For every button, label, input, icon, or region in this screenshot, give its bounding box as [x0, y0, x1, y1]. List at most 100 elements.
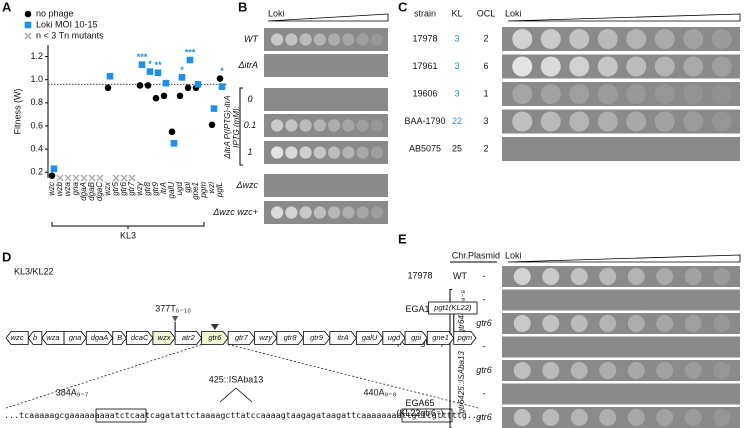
plaque-spot	[540, 84, 561, 104]
data-point	[162, 79, 170, 87]
group-bracket	[51, 222, 205, 229]
plaque-spot	[654, 111, 675, 132]
x-tick-label: dgaA	[79, 182, 88, 201]
plate-row	[502, 266, 740, 287]
plaque-spot	[540, 56, 561, 77]
y-tick-label: 1.0	[30, 74, 43, 84]
x-tick-label: wzb	[55, 181, 64, 196]
gene-arrow	[404, 331, 428, 345]
plaque-spot	[370, 206, 383, 219]
data-point	[170, 140, 178, 147]
plaque-spot	[627, 268, 645, 285]
plaque-spot	[542, 409, 560, 426]
plate-row	[502, 336, 740, 358]
plaque-spot	[370, 59, 383, 72]
table-cell: 1	[483, 88, 488, 98]
plaque-spot	[713, 362, 731, 379]
table-cell: 17961	[412, 61, 437, 71]
plaque-spot	[513, 268, 531, 285]
significance: *	[180, 65, 184, 75]
significance: ***	[137, 52, 148, 62]
plaque-spot	[542, 291, 560, 309]
plaque-spot	[271, 146, 284, 159]
plaque-spot	[626, 139, 647, 159]
plaque-spot	[356, 33, 369, 46]
plaque-spot	[656, 409, 674, 426]
plaque-spot	[285, 146, 298, 159]
plate-row	[502, 407, 740, 428]
plaque-spot	[654, 29, 675, 49]
plaque-spot	[684, 268, 702, 285]
strain-label: EGA65	[405, 398, 434, 408]
plasmid-label: -	[483, 388, 486, 398]
plaque-spot	[342, 93, 355, 106]
site-box	[95, 408, 147, 423]
x-tick-label: gna	[71, 181, 80, 195]
data-point	[128, 174, 136, 182]
plaque-spot	[356, 146, 369, 159]
table-cell: BAA-1790	[404, 116, 445, 126]
plaque-spot	[540, 29, 561, 49]
plaque-spot	[370, 119, 383, 132]
plaque-spot	[356, 59, 369, 72]
x-tick-label: dgaB	[87, 181, 96, 200]
data-point	[176, 92, 184, 100]
plaque-spot	[370, 93, 383, 106]
plaque-spot	[313, 59, 326, 72]
plaque-spot	[684, 385, 702, 403]
plaque-spot	[654, 139, 675, 159]
plaque-spot	[684, 315, 702, 332]
side-label: IPTG (mM):	[232, 106, 241, 148]
panel-label: E	[398, 231, 407, 246]
plaque-spot	[713, 291, 731, 309]
plaque-spot	[569, 56, 590, 77]
gene-arrow	[355, 331, 384, 345]
data-point	[72, 174, 80, 182]
row-label: 0.1	[244, 120, 257, 130]
data-point	[218, 83, 226, 90]
legend-swatch	[24, 21, 32, 29]
plaque-spot	[626, 84, 647, 104]
x-tick-label: itrA	[159, 182, 168, 194]
plaque-spot	[599, 315, 617, 332]
table-cell: 2	[483, 33, 488, 43]
plaque-spot	[711, 84, 732, 104]
row-label: Δwzc wzc+	[212, 207, 258, 217]
data-point	[144, 82, 152, 89]
plaque-spot	[599, 338, 617, 356]
plaque-spot	[713, 338, 731, 356]
plaque-spot	[713, 315, 731, 332]
plaque-spot	[299, 179, 312, 192]
plaque-spot	[711, 29, 732, 49]
plaque-spot	[328, 93, 341, 106]
plaque-spot	[711, 111, 732, 132]
gene-label: pgm	[457, 333, 473, 342]
y-tick-label: 0.8	[30, 97, 43, 107]
plaque-spot	[370, 179, 383, 192]
legend-swatch	[24, 10, 32, 18]
plaque-spot	[328, 206, 341, 219]
gene-label: gtr7	[235, 333, 249, 342]
x-tick-label: gtr9	[151, 181, 160, 195]
plaque-spot	[656, 385, 674, 403]
data-point	[80, 174, 88, 182]
gene-label: galU	[362, 333, 378, 342]
plaque-spot	[683, 56, 704, 77]
plasmid-label: gtr6	[476, 365, 492, 375]
plaque-spot	[271, 119, 284, 132]
plaque-spot	[683, 29, 704, 49]
dilution-wedge	[507, 13, 741, 22]
gene-label: gna	[69, 333, 82, 342]
x-tick-label: gpi	[183, 182, 192, 193]
plaque-spot	[570, 268, 588, 285]
data-point	[88, 174, 96, 182]
plaque-spot	[627, 385, 645, 403]
gene-label: ugd	[388, 333, 401, 342]
plaque-spot	[285, 59, 298, 72]
gene-arrow	[382, 331, 406, 345]
plaque-spot	[540, 139, 561, 159]
y-tick-label: 0.6	[30, 120, 43, 130]
column-header: Loki	[505, 8, 522, 18]
panel-label: A	[2, 0, 12, 14]
